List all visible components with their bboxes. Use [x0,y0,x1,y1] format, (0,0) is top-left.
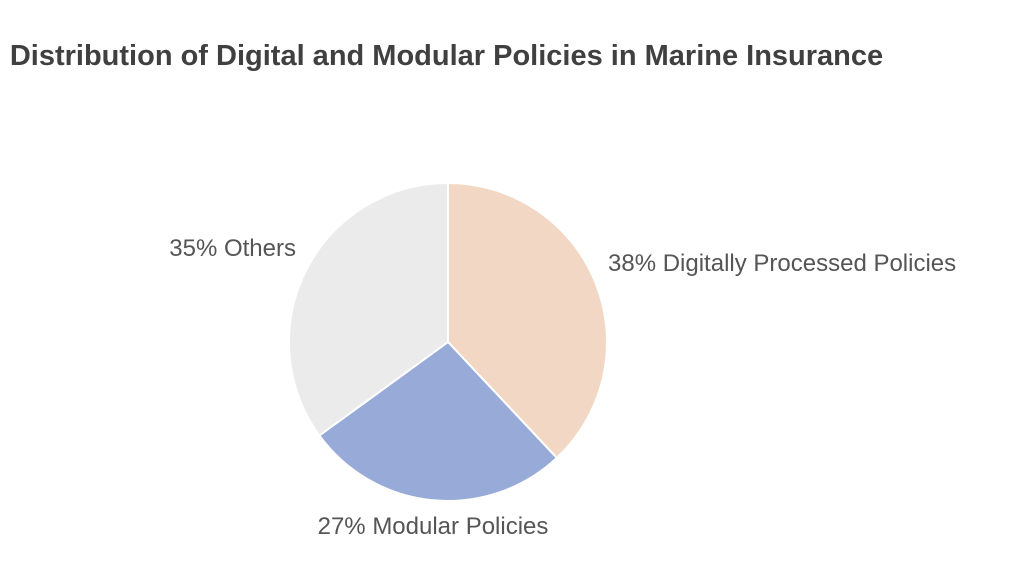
pie-slices [288,182,608,502]
slice-others [288,182,449,437]
slice-modular [318,341,558,502]
slice-digitally-processed [447,182,608,459]
slice-label-digitally-processed: 38% Digitally Processed Policies [608,250,956,277]
slice-label-others: 35% Others [169,235,296,262]
slice-label-modular: 27% Modular Policies [318,513,549,540]
chart-title: Distribution of Digital and Modular Poli… [9,40,884,72]
